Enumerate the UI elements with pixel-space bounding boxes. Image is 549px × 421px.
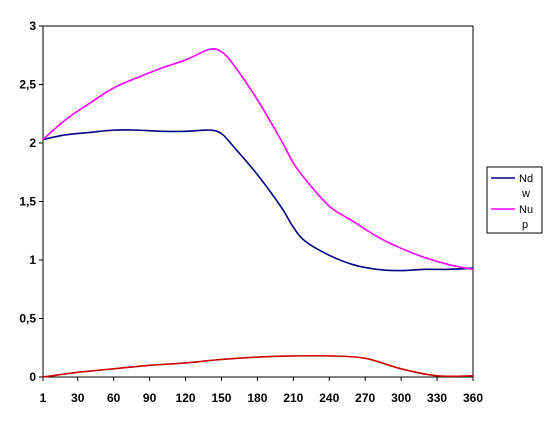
y-tick-label: 2,5 bbox=[19, 78, 36, 92]
y-tick-label: 2 bbox=[29, 136, 36, 150]
x-tick-label: 120 bbox=[176, 391, 196, 405]
series-line-0 bbox=[42, 129, 474, 272]
series-line-2 bbox=[42, 354, 474, 378]
legend-label-0: Nd bbox=[519, 173, 533, 185]
x-axis: 1 30 60 90 120 150 180 210 240 270 300 330 360 bbox=[40, 377, 483, 405]
legend-label-1: Nu bbox=[519, 204, 533, 216]
y-tick-label: 3 bbox=[29, 19, 36, 33]
x-tick-label: 90 bbox=[143, 391, 157, 405]
x-tick-label: 30 bbox=[71, 391, 85, 405]
y-tick-label: 0,5 bbox=[19, 312, 36, 326]
x-tick-label: 300 bbox=[391, 391, 411, 405]
x-tick-label: 360 bbox=[463, 391, 483, 405]
legend-label-1: p bbox=[522, 219, 528, 231]
y-axis: 0 0,5 1 1,5 2 2,5 3 bbox=[19, 19, 43, 384]
x-tick-label: 210 bbox=[283, 391, 303, 405]
x-tick-label: 60 bbox=[107, 391, 121, 405]
x-tick-label: 240 bbox=[319, 391, 339, 405]
series-line-1 bbox=[42, 48, 474, 271]
x-tick-label: 150 bbox=[211, 391, 231, 405]
legend-label-0: w bbox=[521, 188, 530, 200]
y-tick-label: 1 bbox=[29, 253, 36, 267]
legend-box bbox=[486, 166, 543, 234]
y-tick-label: 1,5 bbox=[19, 195, 36, 209]
x-tick-label: 180 bbox=[247, 391, 267, 405]
plot-area bbox=[42, 25, 474, 378]
y-tick-label: 0 bbox=[29, 370, 36, 384]
series-lines bbox=[42, 48, 474, 378]
legend: Nd w Nu p bbox=[486, 166, 543, 234]
x-tick-label: 270 bbox=[355, 391, 375, 405]
x-tick-label: 1 bbox=[40, 391, 47, 405]
x-tick-label: 330 bbox=[427, 391, 447, 405]
